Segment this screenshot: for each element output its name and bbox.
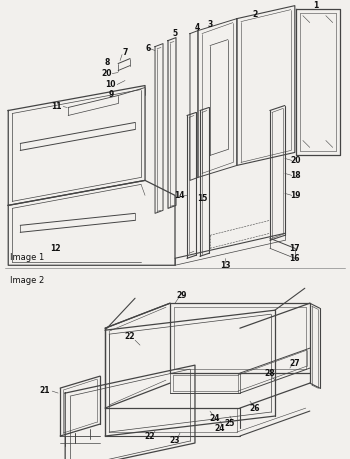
Text: 15: 15 <box>197 194 207 203</box>
Text: 19: 19 <box>290 191 301 200</box>
Text: 20: 20 <box>102 69 112 78</box>
Text: 14: 14 <box>174 191 184 200</box>
Text: 24: 24 <box>215 424 225 432</box>
Text: 16: 16 <box>289 254 300 263</box>
Text: Image 2: Image 2 <box>10 276 44 285</box>
Text: 17: 17 <box>289 244 300 253</box>
Text: 27: 27 <box>289 358 300 368</box>
Text: 23: 23 <box>170 436 180 444</box>
Text: 22: 22 <box>145 431 155 441</box>
Text: 22: 22 <box>125 332 135 341</box>
Text: 12: 12 <box>50 244 61 253</box>
Text: 18: 18 <box>290 171 301 180</box>
Text: 29: 29 <box>177 291 187 300</box>
Text: 9: 9 <box>108 90 114 99</box>
Text: 1: 1 <box>313 1 318 10</box>
Text: 20: 20 <box>290 156 301 165</box>
Text: 13: 13 <box>220 261 230 270</box>
Text: 25: 25 <box>225 419 235 427</box>
Text: Image 1: Image 1 <box>10 253 44 262</box>
Text: 21: 21 <box>39 386 49 395</box>
Text: 24: 24 <box>210 414 220 423</box>
Text: 10: 10 <box>105 80 116 89</box>
Text: 11: 11 <box>51 102 61 111</box>
Text: 26: 26 <box>250 403 260 413</box>
Text: 4: 4 <box>194 23 200 32</box>
Text: 6: 6 <box>145 44 150 53</box>
Text: 28: 28 <box>265 369 275 378</box>
Text: 2: 2 <box>252 10 258 19</box>
Text: 3: 3 <box>207 20 212 29</box>
Text: 5: 5 <box>173 29 177 38</box>
Text: 7: 7 <box>122 48 128 57</box>
Text: 8: 8 <box>104 58 110 67</box>
